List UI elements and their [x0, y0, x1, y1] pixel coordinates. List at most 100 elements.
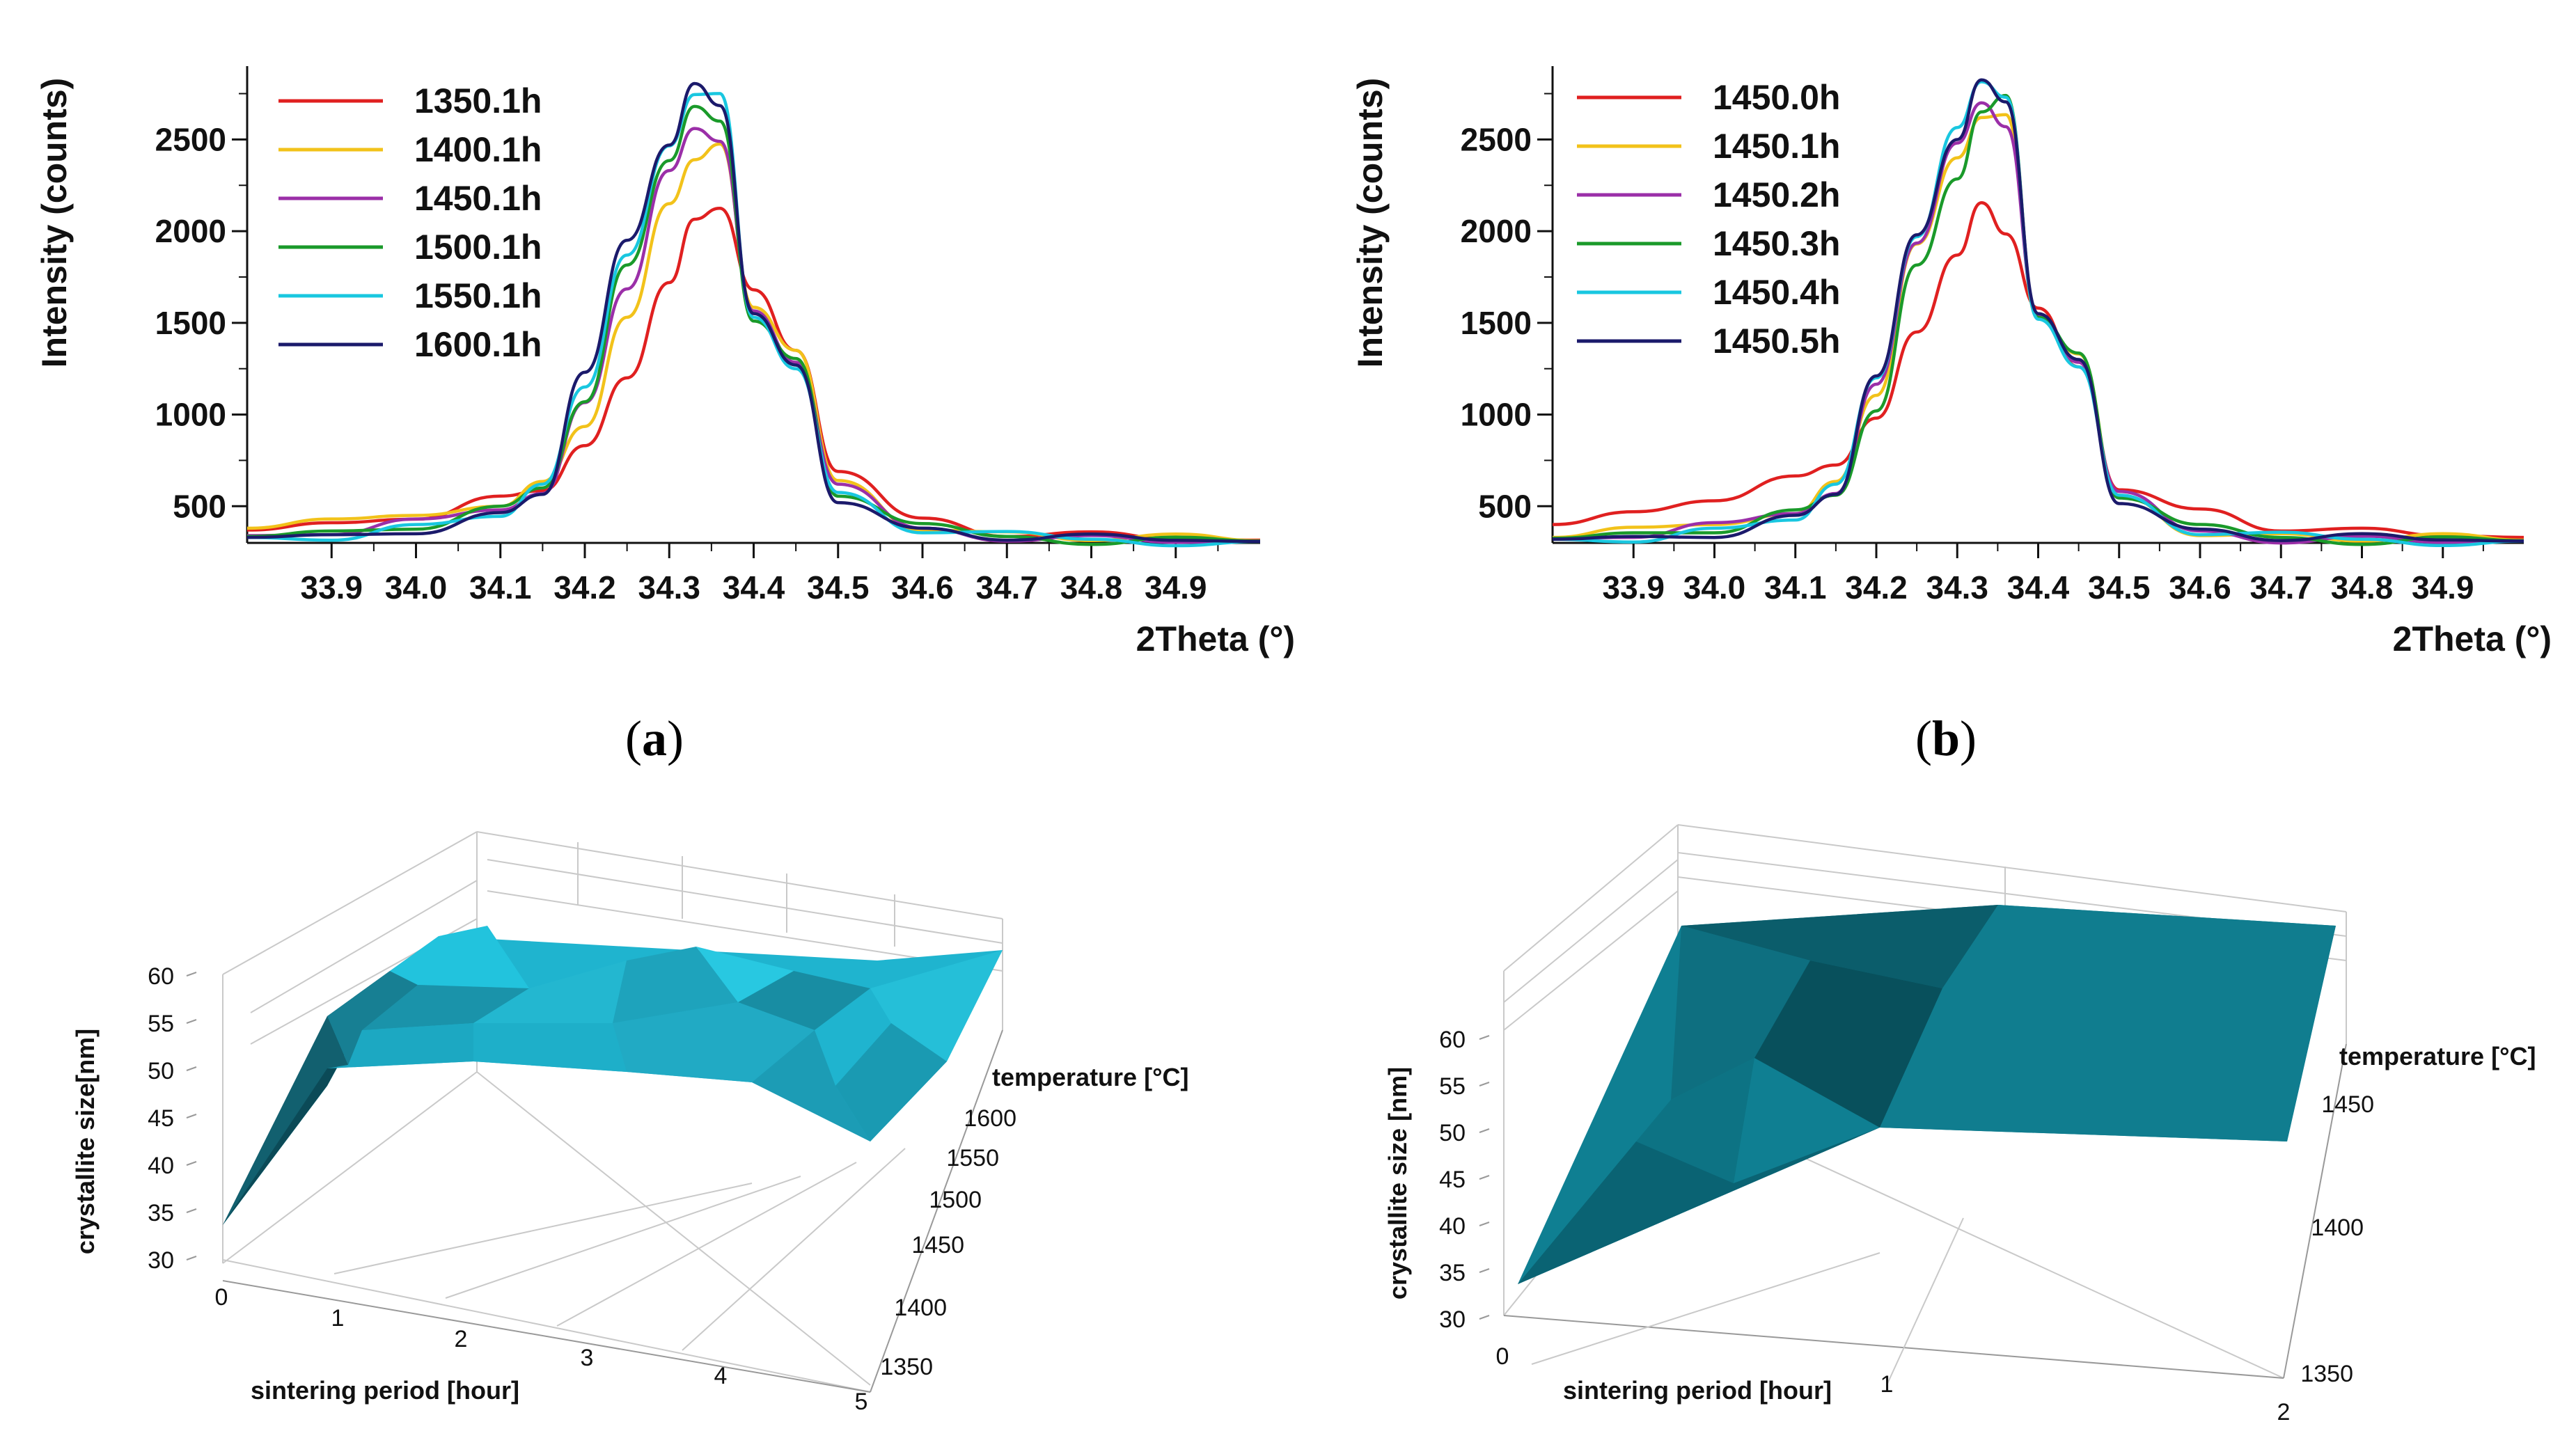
- series-line-1450.0h: [1552, 200, 2524, 539]
- z-tick-mark: [186, 1161, 197, 1166]
- y-tick-label: 1350: [880, 1354, 933, 1380]
- legend-label: 1500.1h: [414, 228, 542, 267]
- x-tick-label: 34.5: [2088, 569, 2151, 606]
- legend-label: 1350.1h: [414, 81, 542, 120]
- chart-a-legend: 1350.1h 1400.1h 1450.1h 1500.1h 1550.1h 1600.…: [278, 81, 542, 364]
- x-tick-label: 34.7: [975, 569, 1038, 606]
- x-tick-label: 4: [714, 1363, 728, 1389]
- x-tick-label: 34.8: [1060, 569, 1123, 606]
- surface-d-ylabel: temperature [°C]: [2339, 1042, 2536, 1070]
- chart-b-y-ticks: 500 1000 1500 2000 2500: [1461, 93, 1553, 524]
- z-tick-label: 40: [1439, 1213, 1466, 1240]
- z-tick-label: 45: [148, 1105, 174, 1132]
- legend-label: 1450.1h: [414, 179, 542, 218]
- legend-label: 1450.0h: [1713, 78, 1840, 117]
- z-tick-label: 45: [1439, 1167, 1466, 1193]
- chart-b-ylabel: Intensity (counts): [1351, 78, 1390, 368]
- y-tick-label: 2000: [1461, 213, 1532, 249]
- series-line-1400.1h: [246, 142, 1261, 543]
- x-tick-label: 34.5: [807, 569, 870, 606]
- x-tick-label: 34.7: [2249, 569, 2312, 606]
- y-tick-label: 1550: [946, 1145, 999, 1171]
- z-tick-mark: [1479, 1035, 1490, 1040]
- z-tick-mark: [1479, 1082, 1490, 1086]
- z-tick-label: 60: [1439, 1027, 1466, 1053]
- surface-d-zlabel: crystallite size [nm]: [1383, 1067, 1412, 1299]
- x-tick-label: 34.3: [1926, 569, 1988, 606]
- series-line-1450.5h: [1552, 78, 2524, 543]
- legend-label: 1600.1h: [414, 325, 542, 364]
- chart-b-panel-label: (b): [1915, 711, 1977, 766]
- series-line-1500.1h: [246, 104, 1261, 546]
- legend-label: 1450.3h: [1713, 224, 1840, 263]
- y-tick-label: 500: [173, 488, 226, 524]
- y-tick-label: 1000: [155, 397, 226, 433]
- x-tick-label: 33.9: [300, 569, 363, 606]
- surface-c-mesh: [223, 926, 1003, 1225]
- y-tick-label: 1500: [155, 305, 226, 341]
- x-tick-label: 1: [331, 1305, 345, 1331]
- chart-a-y-ticks: 500 1000 1500 2000 2500: [155, 93, 247, 524]
- legend-label: 1450.4h: [1713, 273, 1840, 312]
- z-tick-mark: [186, 1256, 197, 1261]
- y-tick-label: 1400: [894, 1295, 947, 1321]
- x-tick-label: 1: [1880, 1371, 1894, 1398]
- x-tick-label: 0: [1496, 1343, 1509, 1370]
- chart-b: 500 1000 1500 2000 2500 33.9 34.0 34.1 34.2 34.3…: [1351, 66, 2552, 766]
- chart-a: 500 1000 1500 2000 2500 33.9 34.0 34.1 34.2 34.3…: [35, 66, 1295, 766]
- chart-a-panel-label: (a): [625, 711, 684, 766]
- x-tick-label: 0: [215, 1284, 228, 1311]
- x-tick-label: 34.2: [553, 569, 616, 606]
- y-tick-label: 1000: [1461, 397, 1532, 433]
- z-tick-label: 35: [148, 1200, 174, 1226]
- z-tick-mark: [186, 1066, 197, 1071]
- x-tick-label: 33.9: [1602, 569, 1665, 606]
- series-line-1600.1h: [246, 81, 1261, 544]
- surface-d-y-ticks: 1350 1400 1450: [2300, 1091, 2374, 1387]
- series-line-1450.1h: [246, 127, 1261, 544]
- series-line-1550.1h: [246, 92, 1261, 548]
- z-tick-mark: [1479, 1268, 1490, 1273]
- chart-a-x-ticks: 33.9 34.0 34.1 34.2 34.3 34.4 34.5 34.6 34.7 34.8…: [300, 543, 1219, 606]
- chart-b-series: [1552, 78, 2524, 548]
- series-line-1450.2h: [1552, 101, 2524, 545]
- series-line-1450.1h: [1552, 113, 2524, 543]
- surface-d-mesh: [1518, 905, 2336, 1284]
- surface-d-xlabel: sintering period [hour]: [1563, 1376, 1832, 1405]
- z-tick-mark: [1479, 1175, 1490, 1180]
- chart-b-xlabel: 2Theta (°): [2393, 619, 2552, 658]
- z-tick-label: 55: [148, 1011, 174, 1037]
- chart-a-ylabel: Intensity (counts): [35, 78, 74, 368]
- x-tick-label: 34.0: [1683, 569, 1746, 606]
- y-tick-label: 2500: [155, 121, 226, 157]
- x-tick-label: 34.9: [1145, 569, 1207, 606]
- y-tick-label: 2500: [1461, 121, 1532, 157]
- legend-label: 1400.1h: [414, 130, 542, 169]
- z-tick-mark: [186, 972, 197, 977]
- y-tick-label: 500: [1478, 488, 1532, 524]
- legend-label: 1550.1h: [414, 276, 542, 315]
- y-tick-label: 1450: [2321, 1091, 2374, 1118]
- x-tick-label: 5: [855, 1389, 868, 1415]
- legend-label: 1450.1h: [1713, 127, 1840, 166]
- z-tick-label: 50: [1439, 1120, 1466, 1146]
- chart-b-x-ticks: 33.9 34.0 34.1 34.2 34.3 34.4 34.5 34.6 34.7 34.8…: [1602, 543, 2484, 606]
- x-tick-label: 34.3: [638, 569, 700, 606]
- surface-chart-d: 30 35 40 45 50 55 60 0 1 2 1350 1400 1450 crystall…: [1383, 824, 2536, 1425]
- z-tick-mark: [186, 1019, 197, 1024]
- x-tick-label: 34.1: [1764, 569, 1827, 606]
- chart-b-legend: 1450.0h 1450.1h 1450.2h 1450.3h 1450.4h 1450.…: [1577, 78, 1840, 361]
- z-tick-label: 35: [1439, 1260, 1466, 1286]
- surface-c-x-ticks: 0 1 2 3 4 5: [215, 1284, 868, 1415]
- x-tick-label: 2: [455, 1326, 468, 1352]
- y-tick-label: 1500: [1461, 305, 1532, 341]
- surface-c-xlabel: sintering period [hour]: [251, 1376, 519, 1405]
- y-tick-label: 1400: [2311, 1215, 2364, 1241]
- z-tick-label: 60: [148, 963, 174, 990]
- x-tick-label: 34.4: [723, 569, 785, 606]
- x-tick-label: 34.0: [385, 569, 448, 606]
- x-tick-label: 34.6: [2169, 569, 2231, 606]
- z-tick-mark: [1479, 1128, 1490, 1133]
